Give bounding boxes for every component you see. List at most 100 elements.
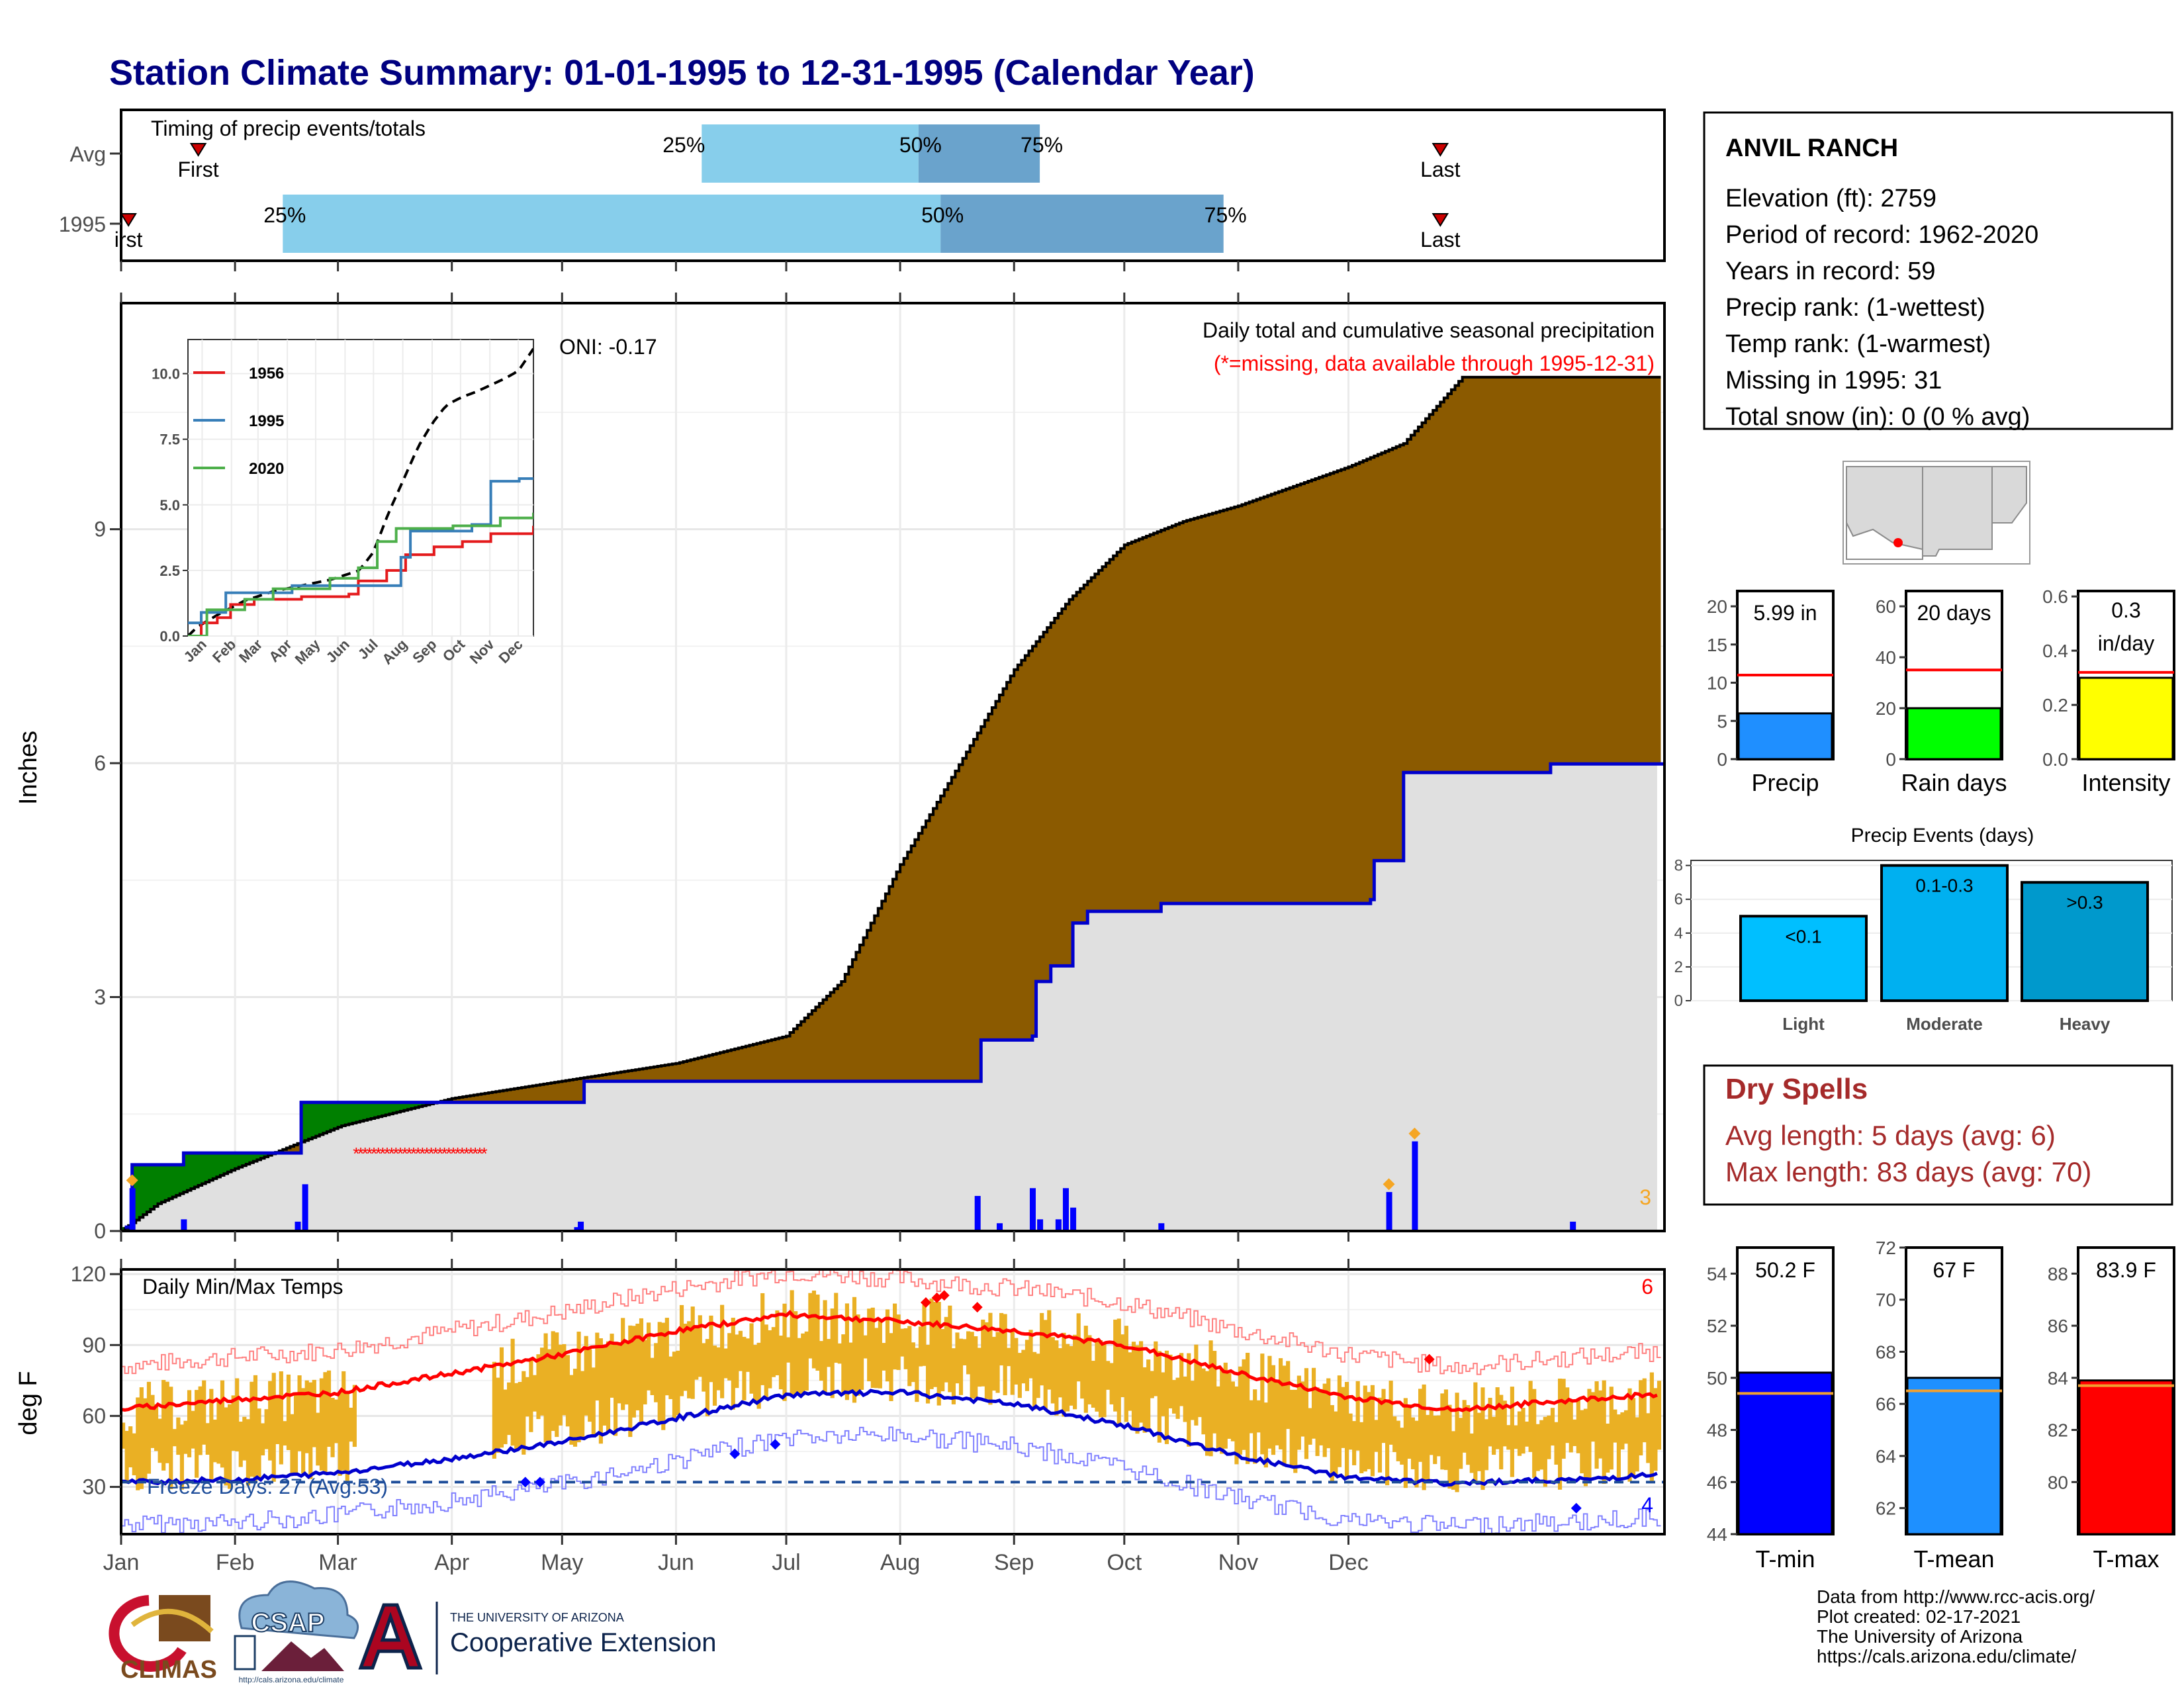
daily-temp-bar (764, 1324, 768, 1399)
events-ytick-label: 2 (1674, 958, 1683, 976)
location-map (1843, 461, 2030, 565)
daily-temp-bar (154, 1404, 159, 1451)
missing-data-marker: * (445, 1144, 452, 1164)
daily-temp-bar (158, 1418, 162, 1463)
daily-temp-bar (268, 1381, 273, 1461)
daily-temp-bar (1459, 1418, 1463, 1469)
daily-temp-bar (687, 1321, 692, 1398)
daily-temp-bar (242, 1416, 247, 1461)
daily-temp-bar (212, 1419, 217, 1463)
daily-temp-bar (1168, 1354, 1173, 1408)
inset-ytick-label: 0.0 (159, 628, 180, 645)
daily-temp-bar (970, 1332, 974, 1398)
stat-bar-value-label: 5.99 in (1753, 601, 1817, 625)
csap-logo: CSAP http://cals.arizona.edu/climate (234, 1580, 359, 1684)
daily-temp-bar (951, 1348, 956, 1404)
daily-temp-bar (631, 1326, 636, 1418)
dry-spells-max: Max length: 83 days (avg: 70) (1725, 1156, 2091, 1187)
daily-temp-bar (1488, 1397, 1492, 1447)
station-info-box: ANVIL RANCH Elevation (ft): 2759 Period o… (1703, 111, 2173, 431)
temp-ytick-label: 90 (82, 1333, 106, 1357)
temperature-stat-bars: 44 46 48 50 52 54 50.2 F T-min 62 64 66 68 70 72 67 F T… (1707, 1238, 2175, 1573)
daily-temp-bar (984, 1322, 989, 1399)
daily-temp-bar (1646, 1413, 1651, 1463)
daily-temp-bar (841, 1334, 846, 1395)
daily-precip-bar (302, 1184, 308, 1231)
first-event-marker (120, 213, 137, 227)
events-ytick-label: 0 (1674, 992, 1683, 1010)
daily-temp-bar (1517, 1411, 1522, 1456)
month-label: Feb (216, 1550, 255, 1575)
month-label: Jul (772, 1550, 800, 1575)
daily-temp-bar (132, 1433, 136, 1476)
daily-temp-bar (1040, 1312, 1044, 1386)
missing-data-marker: * (357, 1144, 364, 1164)
daily-temp-bar (293, 1394, 298, 1473)
events-category-label: Moderate (1906, 1014, 1983, 1034)
daily-temp-bar (1322, 1383, 1327, 1457)
station-info-line: Years in record: 59 (1725, 257, 1936, 285)
daily-temp-bar (1315, 1387, 1320, 1456)
temp-bar-ytick-label: 48 (1707, 1420, 1727, 1441)
inset-series-line-1956 (188, 526, 533, 636)
daily-temp-bar (312, 1379, 316, 1447)
missing-data-marker: * (459, 1144, 465, 1164)
climas-logo: CLIMAS (109, 1595, 217, 1684)
daily-temp-bar (606, 1341, 611, 1434)
daily-precip-bar (1412, 1141, 1418, 1231)
daily-temp-bar (1561, 1379, 1566, 1459)
daily-temp-bar (977, 1348, 981, 1387)
daily-temp-bar (940, 1328, 945, 1392)
daily-temp-bar (1521, 1408, 1525, 1454)
ua-small-text: THE UNIVERSITY OF ARIZONA (450, 1611, 624, 1624)
daily-temp-bar (1175, 1377, 1180, 1419)
daily-temp-bar (683, 1324, 688, 1391)
new-mexico-shape (1922, 466, 1993, 557)
daily-temp-bar (253, 1375, 258, 1481)
daily-temp-bar (1157, 1351, 1161, 1443)
temp-bar-ytick-label: 64 (1876, 1446, 1896, 1467)
daily-temp-bar (907, 1326, 912, 1387)
daily-temp-bar (1602, 1380, 1606, 1485)
daily-temp-bar (1010, 1331, 1015, 1395)
missing-data-marker: * (432, 1144, 439, 1164)
daily-temp-bar (1554, 1422, 1559, 1465)
daily-temp-bar (1069, 1346, 1073, 1406)
daily-temp-bar (1418, 1389, 1423, 1462)
heavy-precip-marker (1383, 1178, 1395, 1191)
daily-temp-bar (768, 1330, 772, 1389)
missing-data-marker: * (468, 1144, 475, 1164)
daily-temp-bar (1359, 1422, 1364, 1474)
inset-ytick-label: 5.0 (159, 497, 180, 514)
stat-bar-ytick-label: 40 (1876, 647, 1896, 668)
daily-temp-bar (650, 1357, 655, 1395)
daily-temp-bar (823, 1300, 827, 1394)
daily-temp-bar (628, 1325, 633, 1438)
daily-temp-bar (672, 1351, 677, 1418)
daily-temp-bar (304, 1380, 309, 1453)
daily-temp-bar (1495, 1387, 1500, 1449)
events-ytick-label: 6 (1674, 891, 1683, 909)
temp-bar-value (1737, 1371, 1833, 1535)
daily-temp-bar (981, 1319, 985, 1387)
daily-temp-bar (279, 1371, 283, 1465)
timing-p50-label: 50% (899, 133, 942, 157)
daily-temp-bar (1242, 1359, 1246, 1450)
missing-data-marker: * (379, 1144, 386, 1164)
precip-deficit-area (128, 377, 1661, 1228)
daily-temp-bar (1154, 1341, 1158, 1396)
daily-temp-bar (1352, 1421, 1357, 1465)
record-low-marker (1570, 1502, 1582, 1514)
daily-temp-bar (756, 1342, 761, 1409)
daily-temp-bar (1407, 1404, 1412, 1459)
missing-data-marker: * (392, 1144, 399, 1164)
csap-mountain-icon (261, 1641, 344, 1671)
record-high-marker (1424, 1353, 1435, 1365)
daily-temp-bar (1557, 1378, 1563, 1490)
daily-temp-bar (1433, 1415, 1437, 1465)
daily-temp-bar (1590, 1392, 1596, 1442)
events-range-label: >0.3 (2066, 892, 2103, 913)
daily-precip-bar (181, 1219, 187, 1231)
stat-bar-ytick-label: 0.0 (2042, 749, 2068, 770)
precip-avg-cumulative-line (121, 375, 1661, 1231)
